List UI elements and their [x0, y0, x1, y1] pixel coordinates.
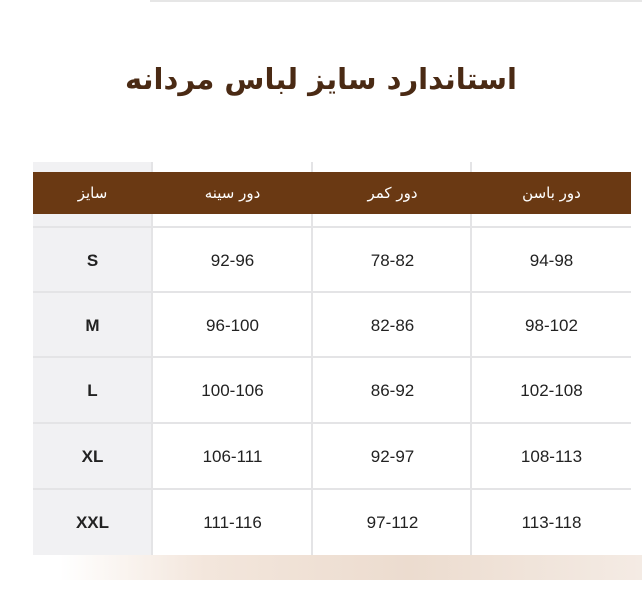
cell-hip: 113-118	[521, 512, 582, 532]
cell-size: XXL	[75, 512, 110, 532]
top-divider	[150, 0, 642, 2]
cell-size: M	[85, 315, 100, 335]
header-size: سایز	[77, 184, 108, 202]
cell-hip: 98-102	[525, 315, 578, 335]
cell-chest: 92-96	[210, 250, 255, 270]
cell-hip: 102-108	[520, 380, 583, 400]
header-chest: دور سینه	[204, 184, 261, 202]
cell-chest: 96-100	[206, 315, 259, 335]
table-row: M 96-100 82-86 98-102	[33, 291, 631, 358]
header-hip: دور باسن	[522, 184, 581, 202]
cell-waist: 92-97	[370, 446, 415, 466]
cell-chest: 106-111	[202, 446, 263, 466]
page-title: استاندارد سایز لباس مردانه	[125, 62, 517, 96]
cell-size: XL	[81, 446, 104, 466]
table-header: سایز دور سینه دور کمر دور باسن	[33, 172, 631, 214]
cell-hip: 108-113	[520, 446, 583, 466]
size-table: سایز دور سینه دور کمر دور باسن S 92-96 7…	[33, 162, 631, 555]
column-divider	[152, 162, 313, 555]
table-row: L 100-106 86-92 102-108	[33, 356, 631, 423]
cell-waist: 78-82	[370, 250, 415, 270]
cell-size: S	[86, 250, 99, 270]
table-row: XL 106-111 92-97 108-113	[33, 422, 631, 489]
column-divider	[313, 162, 472, 555]
table-row: S 92-96 78-82 94-98	[33, 226, 631, 293]
cell-waist: 86-92	[370, 380, 415, 400]
header-waist: دور کمر	[367, 184, 418, 202]
cell-chest: 100-106	[201, 380, 264, 400]
cell-hip: 94-98	[529, 250, 574, 270]
cell-waist: 82-86	[370, 315, 415, 335]
cell-waist: 97-112	[366, 512, 419, 532]
cell-chest: 111-116	[203, 512, 262, 532]
cell-size: L	[87, 380, 98, 400]
decorative-gradient-band	[60, 555, 642, 580]
table-row: XXL 111-116 97-112 113-118	[33, 488, 631, 555]
